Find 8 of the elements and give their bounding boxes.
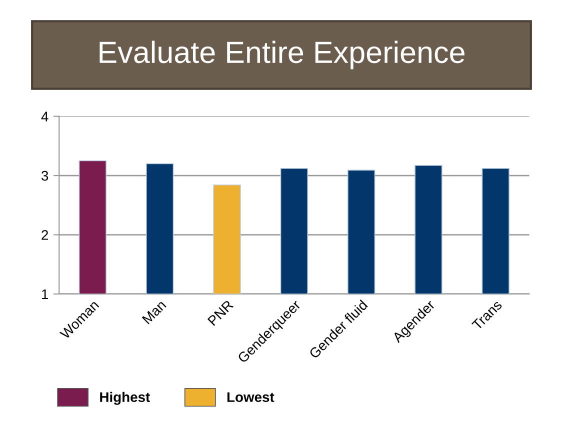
y-tick-label: 4 <box>41 112 48 122</box>
y-tick-label: 3 <box>42 170 48 181</box>
legend-label: Highest <box>100 392 150 405</box>
y-tick-label: 2 <box>42 230 48 240</box>
y-tick-label: 1 <box>42 289 48 300</box>
legend-label: Lowest <box>227 392 274 402</box>
chart-title: Evaluate Entire Experience <box>100 40 464 70</box>
x-tick-label: Man <box>142 300 166 324</box>
